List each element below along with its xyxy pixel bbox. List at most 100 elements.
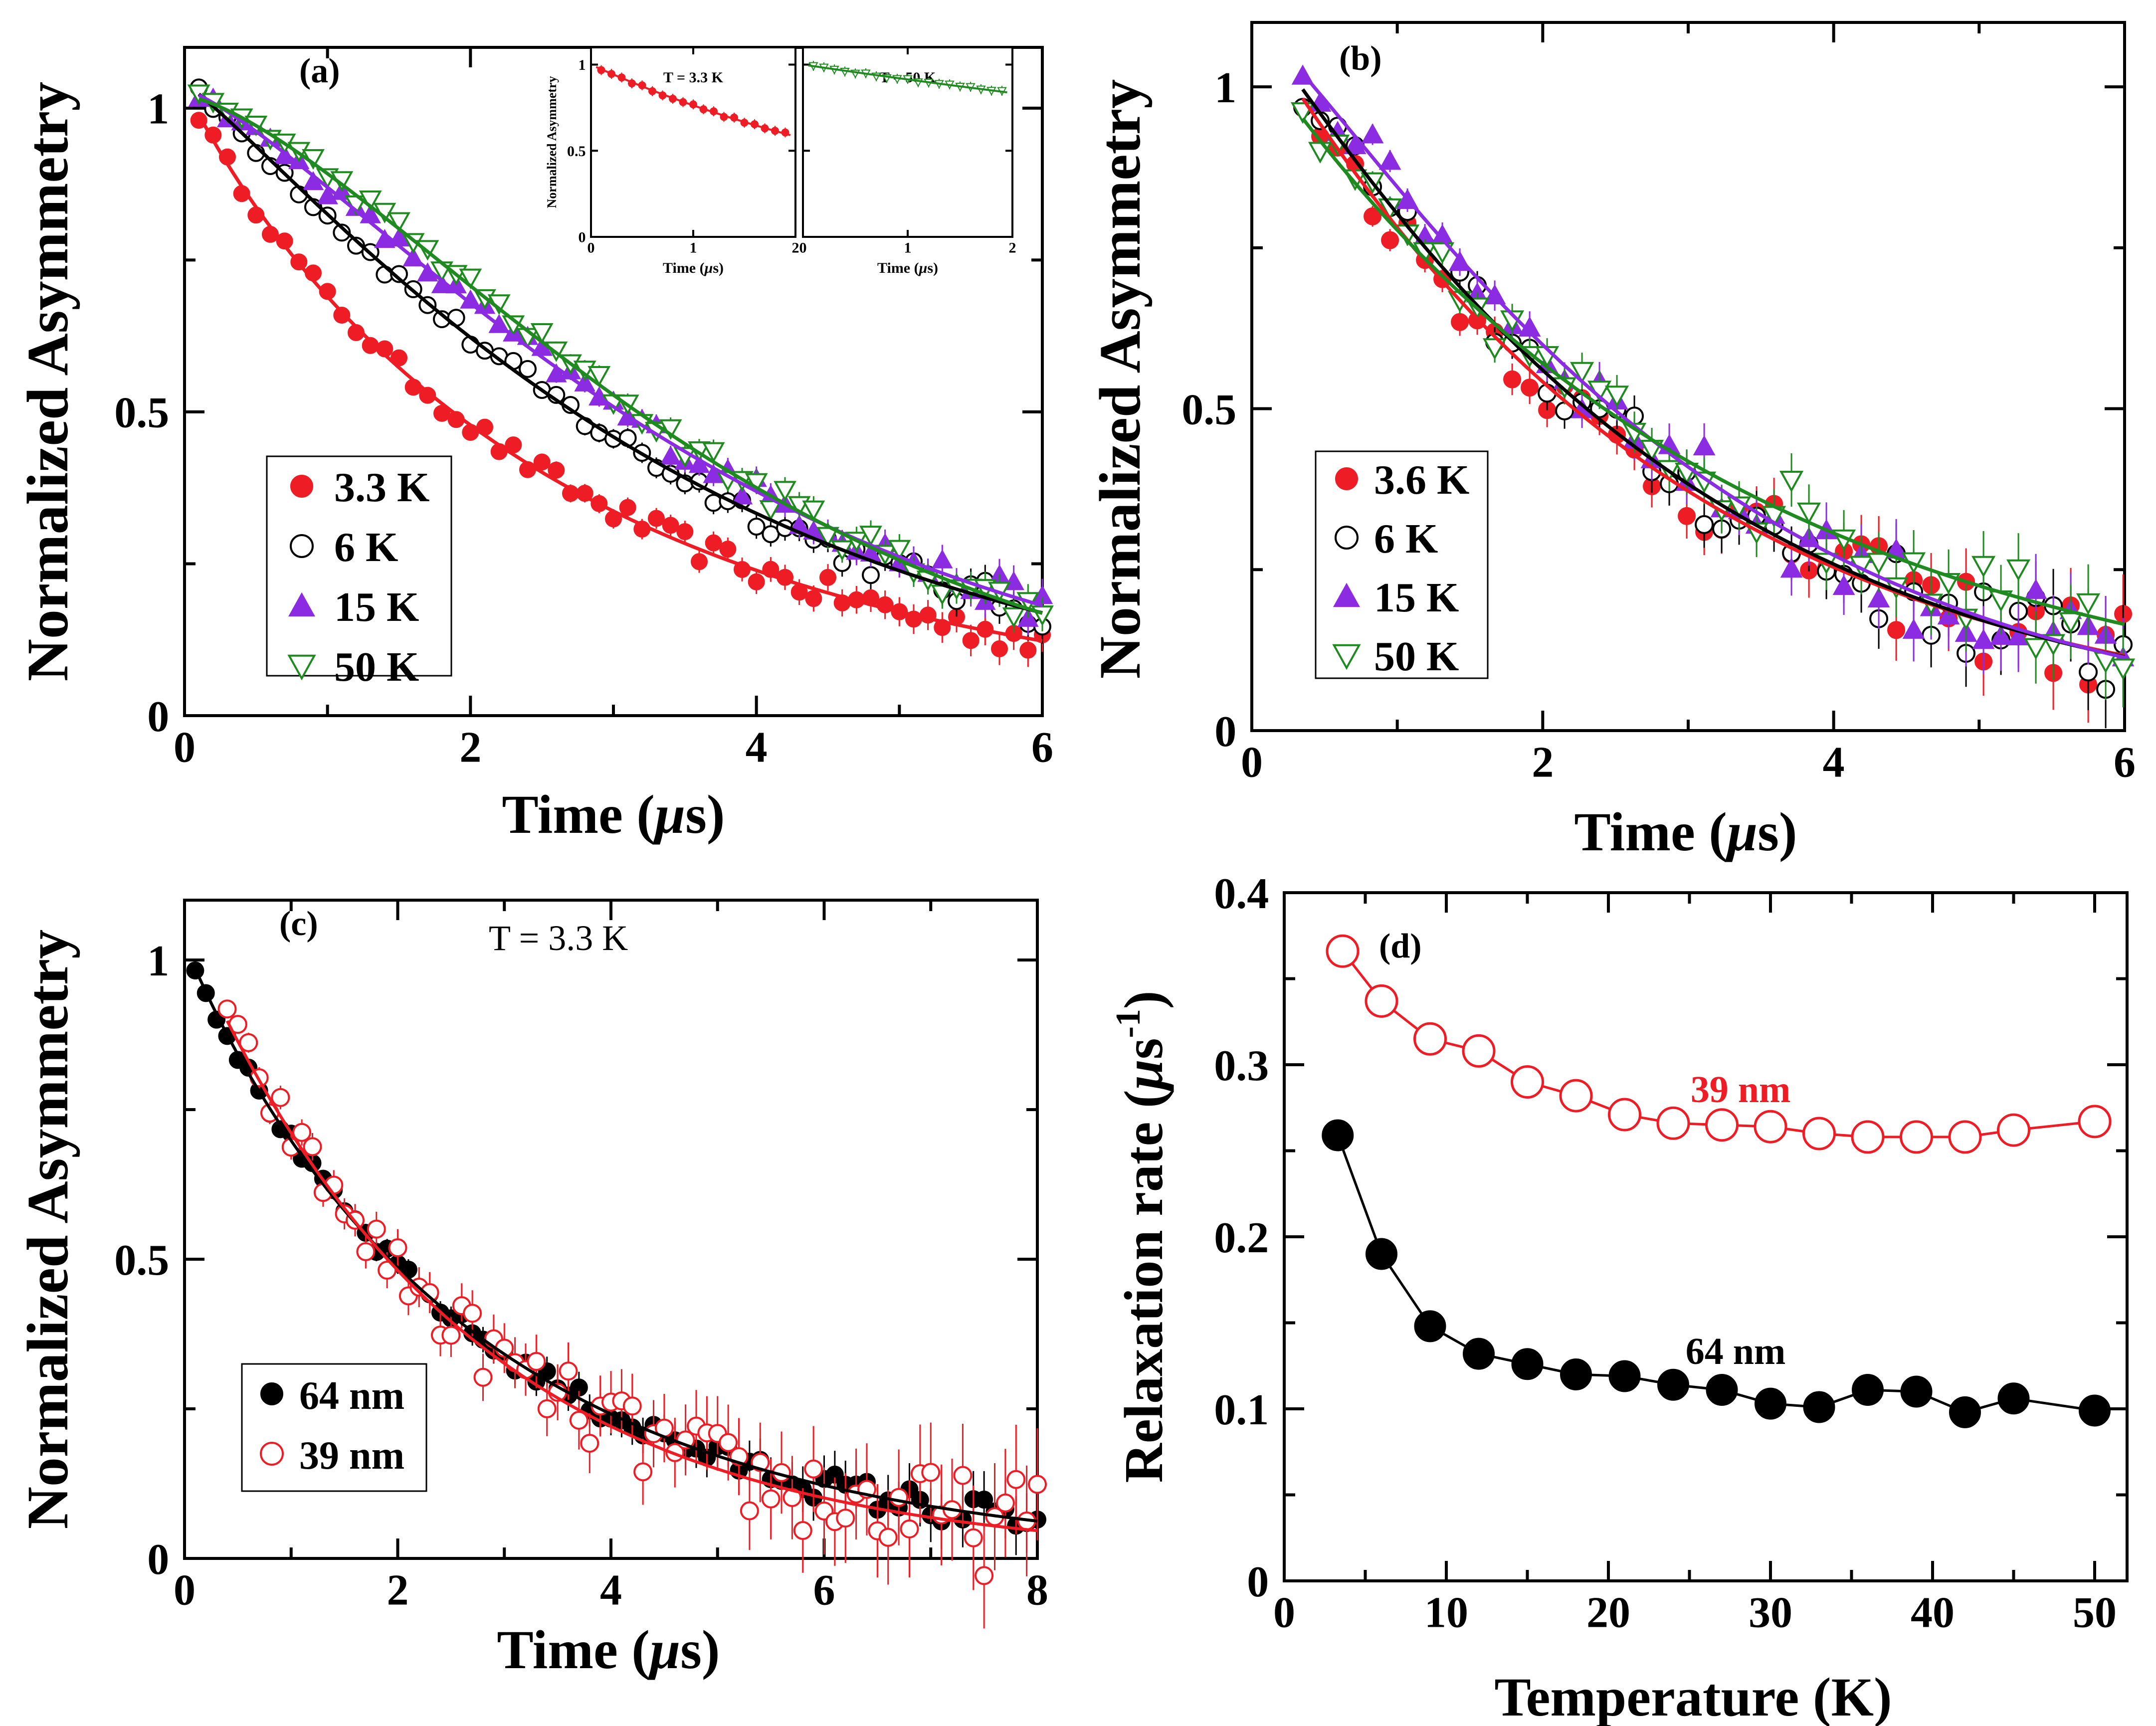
data-point xyxy=(1780,558,1803,578)
data-point xyxy=(2111,658,2136,680)
data-point xyxy=(975,1491,993,1509)
data-point xyxy=(1414,1310,1446,1342)
y-axis-label: Normalized Asymmetry xyxy=(15,930,80,1530)
data-point xyxy=(217,999,237,1019)
data-point xyxy=(1779,471,1804,493)
x-axis-label-mu: μ xyxy=(704,260,713,276)
y-tick-label: 0 xyxy=(1214,708,1236,756)
x-tick-label: 2 xyxy=(459,723,481,771)
data-point xyxy=(953,1466,973,1485)
data-point xyxy=(932,549,953,569)
data-point xyxy=(1706,1374,1738,1406)
data-point xyxy=(388,1238,407,1258)
legend: 3.6 K 6 K 15 K 50 K xyxy=(1315,450,1489,680)
data-point xyxy=(1705,1108,1739,1142)
x-axis-label-pre: Time ( xyxy=(497,1619,650,1680)
data-point xyxy=(1695,515,1714,534)
legend-marker xyxy=(290,534,314,558)
data-point xyxy=(1802,1117,1836,1151)
data-point xyxy=(878,1528,898,1547)
data-point xyxy=(441,1326,461,1345)
data-point xyxy=(519,360,537,378)
data-point xyxy=(2079,1394,2111,1427)
data-point xyxy=(1971,556,1996,578)
data-point xyxy=(569,1410,588,1430)
data-point xyxy=(463,1304,482,1323)
data-point xyxy=(995,1493,1015,1513)
y-tick-label: 0.2 xyxy=(1214,1214,1269,1262)
panel-d: 0 10 20 30 40 50 0 0.1 0.2 0.3 0.4 (d) Temperature (… xyxy=(1109,870,2129,1726)
data-point xyxy=(719,541,737,558)
x-axis-label-post: s) xyxy=(685,784,725,845)
legend-marker xyxy=(287,654,316,681)
series-line xyxy=(1342,950,2095,1139)
x-axis-label-mu: μ xyxy=(652,784,685,845)
x-tick-label: 4 xyxy=(600,1566,622,1614)
x-axis-label-pre: Time ( xyxy=(502,784,655,845)
data-point xyxy=(991,640,1008,658)
data-point xyxy=(633,1462,653,1482)
x-tick-label: 0 xyxy=(799,240,807,256)
x-axis-label-post: s) xyxy=(1758,801,1797,862)
series-label-39nm: 39 nm xyxy=(1691,1069,1791,1111)
x-tick-label: 4 xyxy=(1823,738,1845,786)
data-point xyxy=(580,1434,599,1453)
data-point xyxy=(1569,362,1594,384)
data-point xyxy=(1511,1065,1544,1099)
legend-marker xyxy=(260,1382,283,1405)
legend: 64 nm 39 nm xyxy=(241,1363,427,1492)
x-tick-label: 1 xyxy=(690,240,697,256)
x-tick-label: 6 xyxy=(813,1566,835,1614)
data-point xyxy=(388,212,410,233)
series-1 xyxy=(217,999,1047,1629)
data-point xyxy=(802,500,825,521)
legend-marker xyxy=(1332,644,1361,670)
data-point xyxy=(1413,1022,1447,1056)
data-point xyxy=(889,1488,909,1507)
data-point xyxy=(1006,1470,1026,1489)
data-point xyxy=(1378,150,1401,170)
data-point xyxy=(2079,662,2098,682)
data-point xyxy=(975,1566,994,1585)
x-tick-label: 8 xyxy=(1026,1566,1048,1614)
panel-a: 0 2 4 600.51(a)Time (μs)Normalized Asymmetr… xyxy=(15,46,1054,845)
legend-label: 3.3 K xyxy=(334,464,429,511)
data-point xyxy=(759,500,783,521)
y-tick-label: 0.5 xyxy=(114,1236,169,1285)
y-axis-label-part: s xyxy=(1113,1038,1174,1059)
panel-label: (d) xyxy=(1379,927,1422,965)
fit-line xyxy=(197,113,1043,643)
data-point xyxy=(804,1459,823,1479)
x-tick-label: 50 xyxy=(2073,1588,2117,1637)
data-point xyxy=(473,1367,493,1387)
legend-label: 50 K xyxy=(334,644,419,690)
data-point xyxy=(1002,607,1025,628)
inset-y-axis-label: Normalized Asymmetry xyxy=(545,76,559,208)
data-point xyxy=(1948,1120,1982,1154)
data-point xyxy=(619,499,636,516)
y-axis-label-part: Relaxation rate ( xyxy=(1113,1090,1174,1483)
data-point xyxy=(1867,587,1890,608)
x-axis-label-pre: Time ( xyxy=(877,260,919,276)
data-point xyxy=(1997,1113,2030,1147)
x-tick-label: 2 xyxy=(387,1566,409,1614)
data-point xyxy=(1326,934,1360,968)
x-axis-label: Time (μs) xyxy=(1574,801,1797,862)
data-point xyxy=(1361,123,1384,144)
data-point xyxy=(356,1242,376,1261)
y-axis-label-part: μ xyxy=(1113,1059,1174,1092)
data-point xyxy=(559,1361,578,1381)
data-point xyxy=(2076,593,2101,615)
data-point xyxy=(793,1521,812,1540)
data-point xyxy=(1832,575,1855,595)
data-point xyxy=(660,445,681,465)
data-point xyxy=(292,1123,312,1142)
data-point xyxy=(761,1489,781,1509)
legend-marker xyxy=(1335,467,1358,490)
data-point xyxy=(1972,629,1995,649)
y-tick-label: 0 xyxy=(147,693,169,741)
inset-fit-line xyxy=(595,66,791,136)
data-point xyxy=(731,485,753,505)
data-point xyxy=(1754,1110,1787,1144)
data-point xyxy=(747,518,766,536)
